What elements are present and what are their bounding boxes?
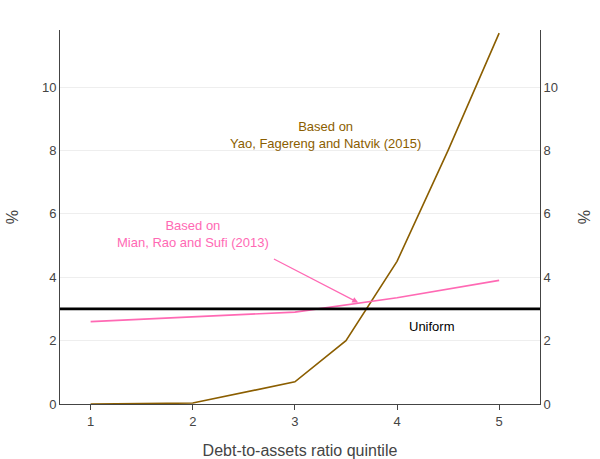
svg-text:8: 8 <box>49 143 56 158</box>
svg-text:Uniform: Uniform <box>409 319 455 334</box>
svg-text:2: 2 <box>189 414 196 429</box>
svg-text:0: 0 <box>544 397 551 412</box>
svg-text:%: % <box>4 210 21 224</box>
svg-text:5: 5 <box>496 414 503 429</box>
svg-text:4: 4 <box>49 270 56 285</box>
svg-text:6: 6 <box>544 206 551 221</box>
svg-text:10: 10 <box>42 80 56 95</box>
svg-text:Based onYao, Fagereng and Natv: Based onYao, Fagereng and Natvik (2015) <box>230 119 421 151</box>
svg-text:8: 8 <box>544 143 551 158</box>
svg-text:3: 3 <box>291 414 298 429</box>
svg-text:6: 6 <box>49 206 56 221</box>
svg-text:2: 2 <box>49 333 56 348</box>
svg-text:2: 2 <box>544 333 551 348</box>
svg-text:Debt-to-assets ratio quintile: Debt-to-assets ratio quintile <box>203 442 398 459</box>
svg-text:4: 4 <box>544 270 551 285</box>
svg-text:10: 10 <box>544 80 558 95</box>
svg-text:1: 1 <box>87 414 94 429</box>
svg-text:Based onMian, Rao and Sufi (20: Based onMian, Rao and Sufi (2013) <box>117 218 269 250</box>
svg-text:4: 4 <box>393 414 400 429</box>
svg-text:0: 0 <box>49 397 56 412</box>
svg-text:%: % <box>576 210 593 224</box>
